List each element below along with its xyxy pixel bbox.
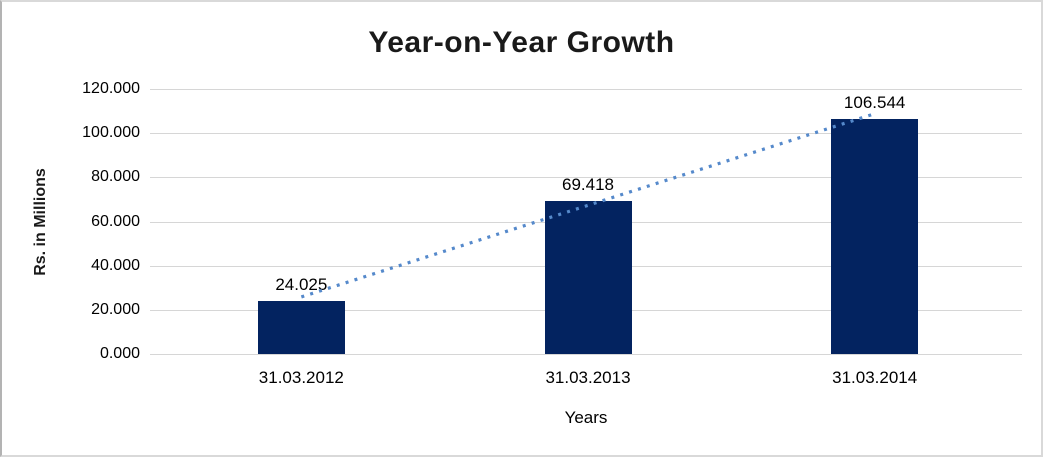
y-tick-label: 60.000 [91,212,140,230]
bar-data-label: 69.418 [562,174,614,194]
bar [544,200,632,354]
gridline [150,354,1022,355]
bar [831,118,919,354]
x-tick-label: 31.03.2013 [545,368,631,387]
plot-area: 24.025 69.418 106.544 [150,89,1022,355]
x-tick-label: 31.03.2012 [258,368,344,387]
x-tick-label: 31.03.2014 [832,368,918,387]
y-tick-label: 0.000 [99,345,140,362]
bar-data-label: 106.544 [843,92,906,112]
y-tick-label: 20.000 [91,300,140,318]
y-tick-label: 40.000 [91,256,140,274]
bar [257,300,345,354]
y-tick-label: 120.000 [82,80,140,97]
bar-data-label: 24.025 [275,274,328,294]
x-axis-title: Years [564,408,608,427]
y-tick-label: 80.000 [91,168,140,186]
gridline [150,89,1022,90]
chart-title: Year-on-Year Growth [368,26,675,59]
y-tick-label: 100.000 [82,124,140,142]
y-axis-title: Rs. in Millions [32,168,49,276]
